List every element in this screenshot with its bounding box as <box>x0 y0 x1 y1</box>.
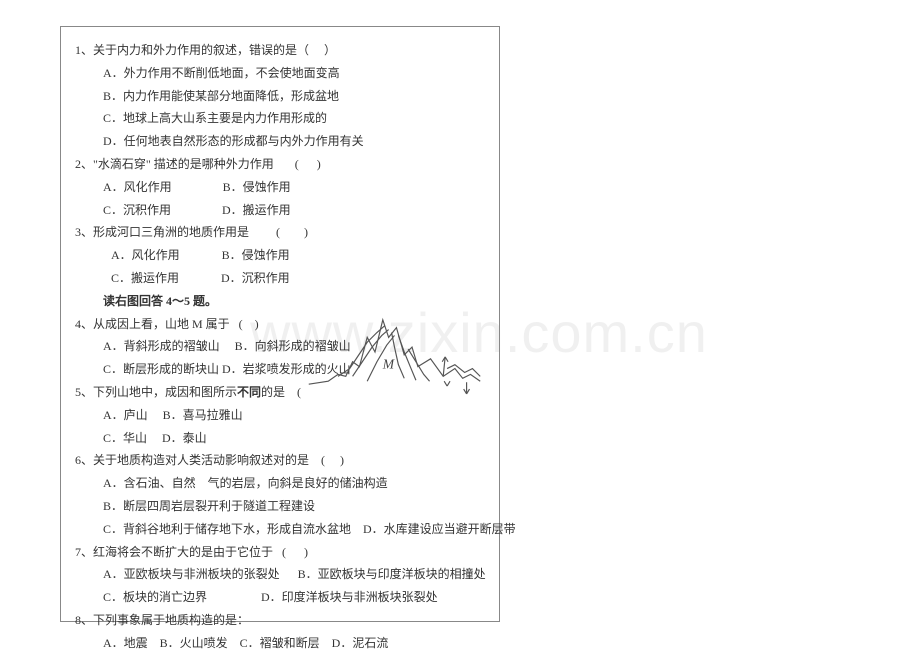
question-option: C．搬运作用 D．沉积作用 <box>75 267 485 290</box>
question-stem: 7、红海将会不断扩大的是由于它位于 ( ) <box>75 541 485 564</box>
question-option: C．华山 D．泰山 <box>75 427 485 450</box>
exam-content: 1、关于内力和外力作用的叙述，错误的是（ ）A．外力作用不断削低地面，不会使地面… <box>60 26 500 622</box>
question-option: B．内力作用能使某部分地面降低，形成盆地 <box>75 85 485 108</box>
question-option: D．任何地表自然形态的形成都与内外力作用有关 <box>75 130 485 153</box>
question-stem: 6、关于地质构造对人类活动影响叙述对的是 ( ) <box>75 449 485 472</box>
question-stem: 3、形成河口三角洲的地质作用是 ( ) <box>75 221 485 244</box>
question-option: A．含石油、自然 气的岩层，向斜是良好的储油构造 <box>75 472 485 495</box>
mountain-label: M <box>382 357 395 372</box>
question-option: A．庐山 B．喜马拉雅山 <box>75 404 485 427</box>
question-stem: 8、下列事象属于地质构造的是： <box>75 609 485 632</box>
mountain-diagram: M <box>299 297 489 407</box>
page: www.zixin.com.cn 1、关于内力和外力作用的叙述，错误的是（ ）A… <box>0 0 920 651</box>
question-option: A．外力作用不断削低地面，不会使地面变高 <box>75 62 485 85</box>
question-option: B．断层四周岩层裂开利于隧道工程建设 <box>75 495 485 518</box>
question-option: C．板块的消亡边界 D．印度洋板块与非洲板块张裂处 <box>75 586 485 609</box>
question-option: C．地球上高大山系主要是内力作用形成的 <box>75 107 485 130</box>
question-option: A．亚欧板块与非洲板块的张裂处 B．亚欧板块与印度洋板块的相撞处 <box>75 563 485 586</box>
question-stem: 1、关于内力和外力作用的叙述，错误的是（ ） <box>75 39 485 62</box>
question-option: A．地震 B．火山喷发 C．褶皱和断层 D．泥石流 <box>75 632 485 655</box>
question-option: A．风化作用 B．侵蚀作用 <box>75 244 485 267</box>
question-stem: 2、"水滴石穿" 描述的是哪种外力作用 ( ) <box>75 153 485 176</box>
question-option: A．风化作用 B．侵蚀作用 <box>75 176 485 199</box>
question-option: C．背斜谷地利于储存地下水，形成自流水盆地 D．水库建设应当避开断层带 <box>75 518 485 541</box>
question-option: C．沉积作用 D．搬运作用 <box>75 199 485 222</box>
